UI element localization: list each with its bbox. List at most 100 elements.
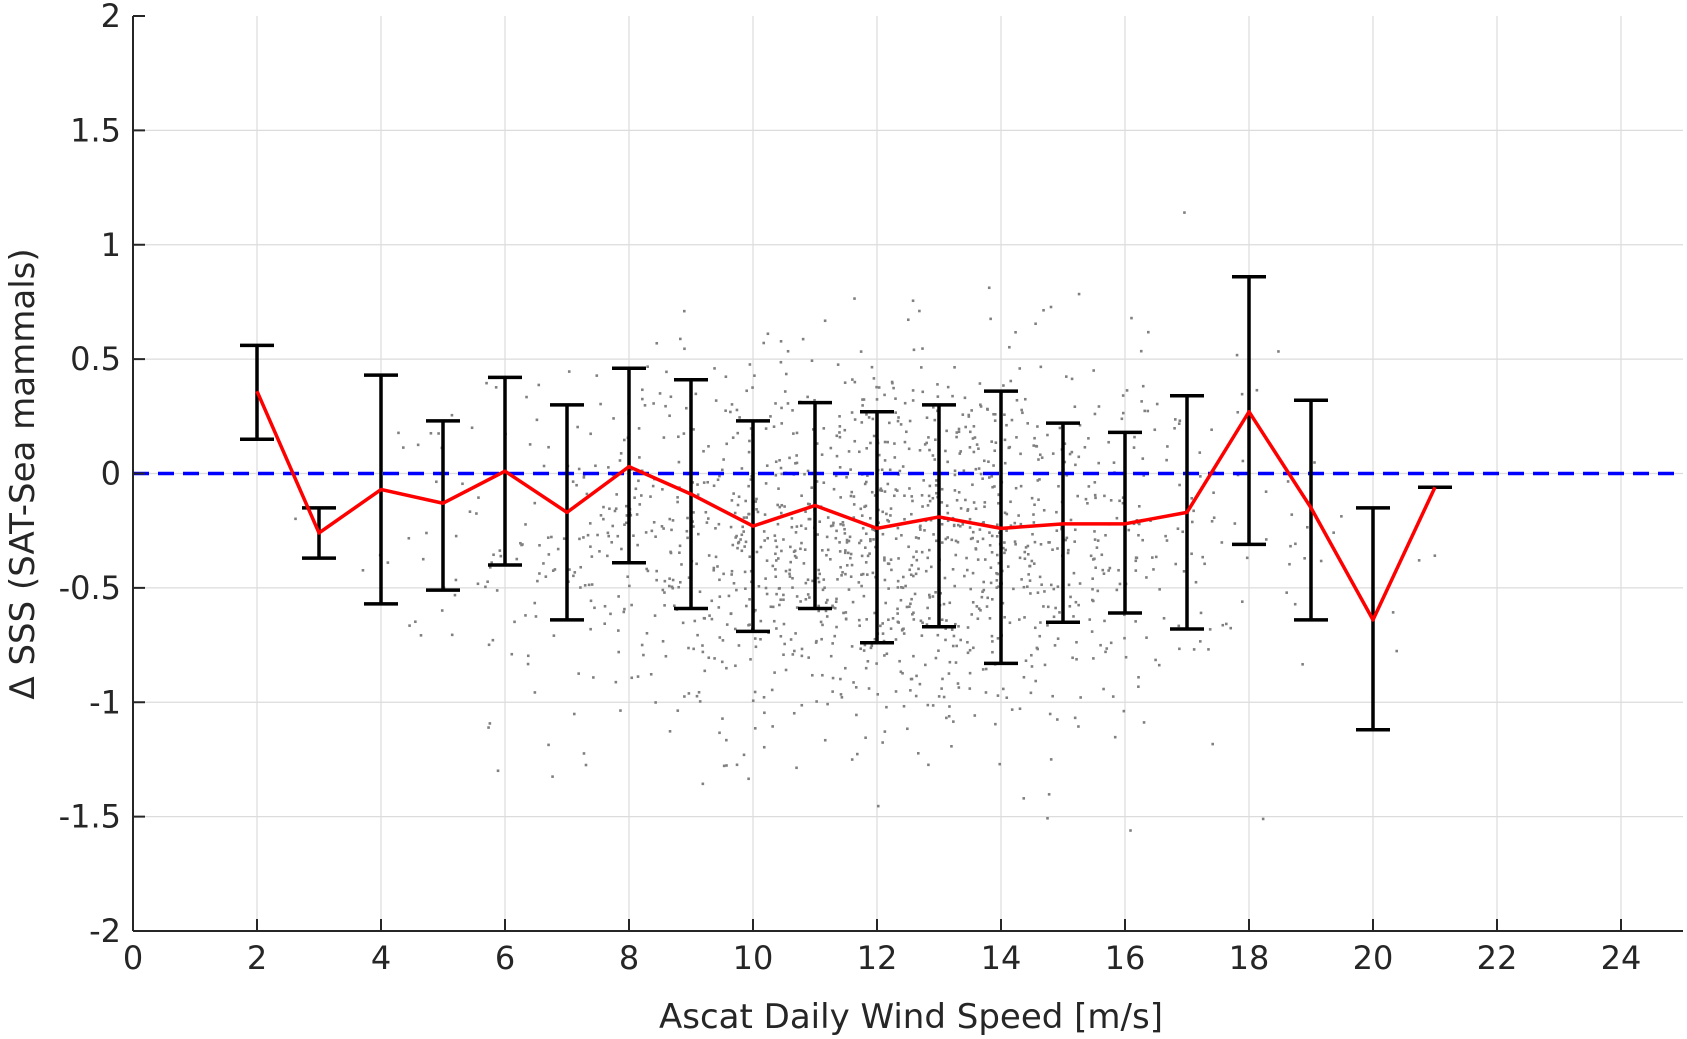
scatter-point: [791, 409, 794, 412]
scatter-point: [782, 598, 785, 602]
scatter-point: [568, 568, 571, 571]
scatter-point: [708, 614, 711, 617]
scatter-point: [701, 782, 705, 786]
scatter-point: [713, 657, 716, 660]
scatter-point: [851, 600, 855, 604]
scatter-point: [845, 538, 849, 542]
scatter-point: [958, 452, 962, 455]
scatter-point: [783, 642, 786, 646]
scatter-point: [903, 440, 907, 444]
scatter-point: [852, 681, 855, 684]
scatter-point: [1018, 367, 1022, 370]
scatter-point: [870, 490, 874, 494]
scatter-point: [594, 464, 597, 468]
scatter-point: [901, 586, 905, 590]
scatter-point: [738, 416, 741, 419]
scatter-point: [1077, 725, 1080, 728]
scatter-point: [1048, 712, 1052, 716]
scatter-point: [1019, 452, 1022, 456]
scatter-point: [1056, 637, 1060, 640]
scatter-point: [718, 636, 722, 639]
scatter-point: [712, 484, 716, 488]
mean-series-line: [255, 390, 1437, 622]
scatter-point: [778, 458, 781, 462]
scatter-point: [1211, 742, 1214, 746]
scatter-point: [730, 573, 733, 576]
scatter-point: [850, 758, 854, 761]
scatter-point: [804, 510, 807, 513]
scatter-point: [953, 584, 957, 588]
scatter-point: [918, 309, 921, 313]
scatter-point: [804, 597, 808, 601]
scatter-point: [831, 604, 834, 608]
scatter-point: [1236, 410, 1240, 414]
scatter-point: [538, 544, 541, 547]
scatter-point: [780, 503, 784, 507]
scatter-point: [817, 580, 821, 584]
scatter-point: [773, 534, 777, 537]
scatter-point: [714, 399, 718, 402]
scatter-point: [1391, 611, 1395, 614]
scatter-point: [869, 538, 872, 541]
scatter-point: [794, 531, 798, 534]
scatter-point: [912, 574, 915, 578]
scatter-point: [1075, 640, 1078, 644]
scatter-point: [944, 449, 947, 453]
scatter-point: [912, 348, 916, 352]
scatter-point: [712, 568, 716, 572]
scatter-point: [1069, 518, 1073, 522]
scatter-point: [817, 609, 821, 613]
scatter-point: [844, 549, 847, 552]
scatter-point: [1118, 499, 1121, 503]
scatter-point: [1176, 527, 1180, 531]
scatter-point: [1147, 330, 1150, 334]
scatter-point: [871, 527, 874, 531]
scatter-point: [945, 716, 948, 720]
scatter-point: [1089, 554, 1093, 558]
scatter-point: [686, 516, 689, 520]
scatter-point: [1166, 445, 1169, 448]
scatter-point: [542, 562, 545, 565]
scatter-point: [1127, 528, 1131, 532]
scatter-point: [883, 440, 887, 444]
scatter-point: [1023, 397, 1027, 401]
scatter-point: [736, 546, 739, 550]
scatter-point: [852, 503, 856, 506]
scatter-point: [941, 677, 944, 681]
scatter-point: [829, 557, 832, 561]
scatter-point: [1058, 426, 1062, 430]
scatter-point: [931, 454, 935, 457]
scatter-point: [625, 514, 629, 517]
x-tick-label: 4: [371, 939, 391, 977]
scatter-point: [951, 394, 954, 398]
scatter-point: [1070, 450, 1074, 454]
scatter-point: [552, 634, 556, 637]
scatter-point: [740, 533, 744, 537]
scatter-point: [1092, 369, 1095, 372]
scatter-point: [983, 505, 986, 509]
scatter-point: [839, 565, 842, 569]
scatter-point: [873, 637, 877, 641]
scatter-point: [519, 541, 522, 545]
scatter-point: [1064, 375, 1068, 378]
scatter-point: [887, 520, 891, 523]
scatter-point: [883, 393, 886, 397]
scatter-point: [676, 709, 680, 712]
scatter-point: [811, 579, 814, 583]
scatter-point: [668, 577, 671, 580]
scatter-point: [733, 511, 737, 515]
scatter-point: [795, 525, 799, 528]
scatter-point: [1083, 445, 1087, 449]
scatter-point: [863, 482, 867, 486]
scatter-point: [838, 541, 841, 544]
scatter-point: [1052, 615, 1056, 619]
scatter-point: [661, 488, 664, 491]
scatter-point: [896, 607, 899, 611]
scatter-point: [1077, 455, 1081, 459]
scatter-point: [774, 460, 778, 464]
scatter-point: [1141, 457, 1145, 460]
scatter-point: [477, 496, 480, 499]
scatter-point: [677, 585, 680, 589]
scatter-point: [775, 627, 778, 630]
scatter-point: [1139, 349, 1143, 353]
